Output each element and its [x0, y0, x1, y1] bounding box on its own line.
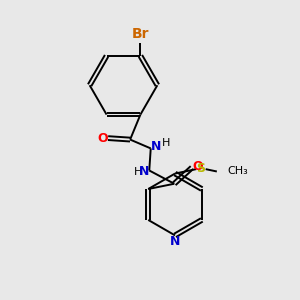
Text: H: H	[134, 167, 142, 177]
Text: S: S	[196, 162, 205, 175]
Text: N: N	[170, 236, 180, 248]
Text: O: O	[98, 132, 108, 145]
Text: CH₃: CH₃	[227, 167, 248, 176]
Text: N: N	[151, 140, 161, 153]
Text: O: O	[192, 160, 202, 172]
Text: Br: Br	[132, 27, 149, 40]
Text: N: N	[140, 166, 150, 178]
Text: H: H	[162, 137, 170, 148]
